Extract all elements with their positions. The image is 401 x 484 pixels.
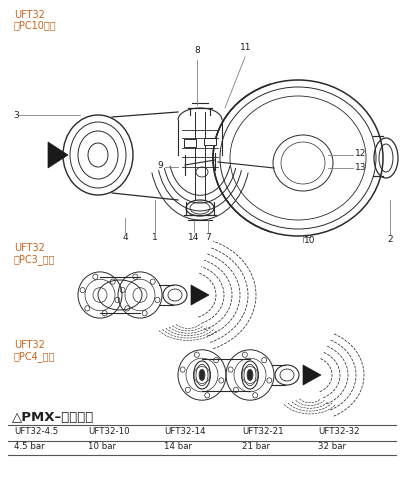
Text: UFT32-10: UFT32-10 bbox=[88, 427, 129, 436]
Polygon shape bbox=[190, 285, 209, 305]
Text: 21 bar: 21 bar bbox=[241, 442, 269, 451]
Ellipse shape bbox=[247, 369, 252, 380]
Text: 与PC3_相连: 与PC3_相连 bbox=[14, 254, 55, 265]
Text: 1: 1 bbox=[152, 233, 158, 242]
Text: 3: 3 bbox=[13, 110, 19, 120]
Text: UFT32: UFT32 bbox=[14, 10, 45, 20]
Text: △PMX–最大压差: △PMX–最大压差 bbox=[12, 411, 94, 424]
Text: 2: 2 bbox=[386, 235, 392, 244]
Text: 14 bar: 14 bar bbox=[164, 442, 192, 451]
Text: UFT32-14: UFT32-14 bbox=[164, 427, 205, 436]
Text: UFT32-21: UFT32-21 bbox=[241, 427, 283, 436]
Text: UFT32: UFT32 bbox=[14, 340, 45, 350]
Text: 8: 8 bbox=[194, 46, 199, 55]
Text: 11: 11 bbox=[240, 43, 251, 52]
Text: UFT32: UFT32 bbox=[14, 243, 45, 253]
Text: 13: 13 bbox=[354, 163, 366, 171]
Text: UFT32-4.5: UFT32-4.5 bbox=[14, 427, 58, 436]
Polygon shape bbox=[302, 365, 320, 385]
Text: 9: 9 bbox=[157, 162, 162, 170]
Ellipse shape bbox=[198, 369, 205, 380]
Text: 7: 7 bbox=[205, 233, 211, 242]
Text: UFT32-32: UFT32-32 bbox=[317, 427, 359, 436]
Text: 与PC4_相连: 与PC4_相连 bbox=[14, 351, 55, 362]
Polygon shape bbox=[48, 142, 68, 168]
Text: 32 bar: 32 bar bbox=[317, 442, 345, 451]
Text: 10 bar: 10 bar bbox=[88, 442, 116, 451]
FancyBboxPatch shape bbox=[203, 138, 215, 145]
Text: 12: 12 bbox=[354, 150, 365, 158]
Text: 与PC10相连: 与PC10相连 bbox=[14, 20, 57, 30]
Text: 10: 10 bbox=[304, 236, 315, 245]
Text: 4: 4 bbox=[122, 233, 128, 242]
Text: 14: 14 bbox=[188, 233, 199, 242]
Text: 4.5 bar: 4.5 bar bbox=[14, 442, 45, 451]
FancyBboxPatch shape bbox=[184, 139, 196, 147]
